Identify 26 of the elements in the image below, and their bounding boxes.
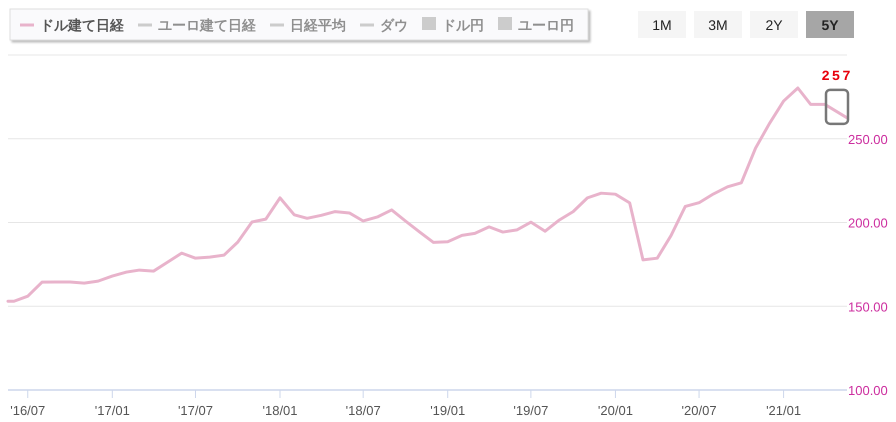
x-tick-label: '17/07 <box>178 403 213 418</box>
legend-label: ダウ <box>380 17 408 33</box>
x-tick-label: '20/01 <box>598 403 633 418</box>
y-tick-label: 250.00 <box>848 132 888 147</box>
text: 3M <box>708 17 728 33</box>
legend-label: ユーロ円 <box>518 17 574 33</box>
text: 5Y <box>821 17 840 33</box>
x-tick-label: '17/01 <box>94 403 130 418</box>
y-tick-label: 100.00 <box>848 383 888 398</box>
legend-label: ユーロ建て日経 <box>158 17 257 33</box>
legend-label: ドル円 <box>442 17 484 33</box>
legend-label: ドル建て日経 <box>40 17 125 33</box>
text: 1M <box>652 17 672 33</box>
x-tick-label: '20/07 <box>682 403 717 418</box>
x-tick-label: '19/07 <box>513 403 548 418</box>
x-tick-label: '18/07 <box>346 403 381 418</box>
annotation: 257 <box>821 68 853 85</box>
x-tick-label: '21/01 <box>766 403 802 418</box>
line-series <box>6 86 848 303</box>
y-tick-label: 200.00 <box>848 216 888 230</box>
y-tick-label: 150.00 <box>848 299 888 314</box>
x-tick-label: '16/07 <box>10 403 46 418</box>
text: 2Y <box>765 17 784 33</box>
x-tick-label: '19/01 <box>430 403 466 418</box>
x-tick-label: '18/01 <box>262 403 298 418</box>
legend-label: 日経平均 <box>290 17 346 33</box>
